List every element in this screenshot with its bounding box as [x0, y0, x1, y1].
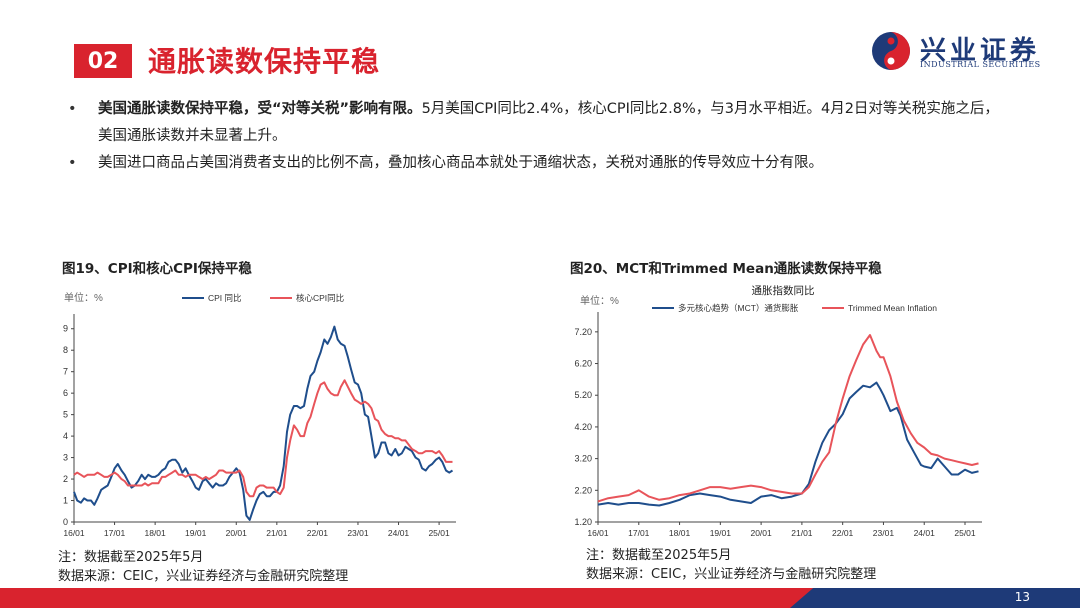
y-tick-label: 1.20: [574, 517, 592, 527]
x-tick-label: 22/01: [307, 528, 329, 538]
y-tick-label: 7: [63, 367, 68, 377]
section-number-badge: 02: [74, 44, 132, 78]
y-tick-label: 5.20: [574, 390, 592, 400]
figure-19-source: 数据来源：CEIC，兴业证券经济与金融研究院整理: [58, 569, 349, 584]
figure-19-title: 图19、CPI和核心CPI保持平稳: [62, 261, 252, 277]
x-tick-label: 19/01: [710, 528, 732, 538]
figure-20-note: 注：数据截至2025年5月 数据来源：CEIC，兴业证券经济与金融研究院整理: [586, 546, 876, 584]
bullet-item: 美国通胀读数保持平稳，受“对等关税”影响有限。5月美国CPI同比2.4%，核心C…: [68, 96, 1008, 150]
figure-19-note-cutoff: 注：数据截至2025年5月: [58, 550, 204, 565]
y-tick-label: 3: [63, 453, 68, 463]
legend-label: 核心CPI同比: [296, 293, 344, 303]
series-line-blue: [597, 381, 979, 507]
y-tick-label: 5: [63, 410, 68, 420]
x-tick-label: 18/01: [144, 528, 166, 538]
figure-20-note-cutoff: 注：数据截至2025年5月: [586, 548, 732, 563]
x-tick-label: 24/01: [388, 528, 410, 538]
x-tick-label: 16/01: [63, 528, 85, 538]
legend-label: 多元核心趋势（MCT）通货膨胀: [678, 303, 799, 313]
x-tick-label: 21/01: [791, 528, 813, 538]
y-tick-label: 4.20: [574, 422, 592, 432]
y-tick-label: 2.20: [574, 485, 592, 495]
y-tick-label: 6.20: [574, 359, 592, 369]
logo-chinese-text: 兴业证券: [920, 36, 1041, 66]
x-tick-label: 24/01: [914, 528, 936, 538]
x-tick-label: 18/01: [669, 528, 691, 538]
bullet-text: 美国进口商品占美国消费者支出的比例不高，叠加核心商品本就处于通缩状态，关税对通胀…: [98, 155, 823, 171]
legend-label: CPI 同比: [208, 293, 242, 303]
y-tick-label: 8: [63, 345, 68, 355]
page-title: 通胀读数保持平稳: [148, 45, 381, 78]
figure-20-source: 数据来源：CEIC，兴业证券经济与金融研究院整理: [586, 567, 877, 582]
page-number: 13: [1014, 590, 1030, 604]
unit-label: 单位：%: [64, 291, 103, 304]
y-tick-label: 6: [63, 388, 68, 398]
logo-english-text: INDUSTRIAL SECURITIES: [920, 60, 1041, 69]
legend-label: Trimmed Mean Inflation: [848, 303, 937, 313]
chart-title: 通胀指数同比: [752, 284, 815, 297]
x-tick-label: 23/01: [347, 528, 369, 538]
x-tick-label: 19/01: [185, 528, 207, 538]
brand-logo: 兴业证券 INDUSTRIAL SECURITIES: [870, 30, 1060, 74]
x-tick-label: 25/01: [428, 528, 450, 538]
summary-bullets: 美国通胀读数保持平稳，受“对等关税”影响有限。5月美国CPI同比2.4%，核心C…: [68, 96, 1008, 177]
bullet-text: 5月美国CPI同比2.4%，核心CPI同比2.8%，与3月水平相近。4月2日对等…: [98, 101, 999, 144]
x-tick-label: 20/01: [750, 528, 772, 538]
bullet-item: 美国进口商品占美国消费者支出的比例不高，叠加核心商品本就处于通缩状态，关税对通胀…: [68, 150, 1008, 177]
y-tick-label: 9: [63, 324, 68, 334]
logo-mark-icon: [872, 32, 910, 70]
x-tick-label: 17/01: [104, 528, 126, 538]
figure-19-note: 注：数据截至2025年5月 数据来源：CEIC，兴业证券经济与金融研究院整理: [58, 548, 348, 586]
y-tick-label: 7.20: [574, 327, 592, 337]
y-tick-label: 1: [63, 496, 68, 506]
footer-accent: [790, 588, 1080, 608]
series-line-blue: [73, 325, 454, 521]
series-line-red: [73, 379, 453, 498]
cpi-line-chart: 0 1 2 3 4 5 6 7 8 9 16/01 17/01 18/01 19/01 20/01 21/01…: [63, 291, 456, 538]
y-tick-label: 3.20: [574, 454, 592, 464]
x-tick-label: 21/01: [266, 528, 288, 538]
x-tick-label: 23/01: [873, 528, 895, 538]
x-tick-label: 22/01: [832, 528, 854, 538]
y-tick-label: 0: [63, 517, 68, 527]
bullet-bold-text: 美国通胀读数保持平稳，受“对等关税”影响有限。: [98, 101, 422, 117]
x-tick-label: 25/01: [954, 528, 976, 538]
y-tick-label: 2: [63, 474, 68, 484]
unit-label: 单位：%: [580, 294, 619, 307]
mct-trimmed-mean-line-chart: 1.20 2.20 3.20 4.20 5.20 6.20 7.20 16/01 17/01 18…: [574, 284, 982, 538]
y-tick-label: 4: [63, 431, 68, 441]
series-line-red: [597, 334, 979, 503]
x-tick-label: 20/01: [226, 528, 248, 538]
x-tick-label: 17/01: [628, 528, 650, 538]
x-tick-label: 16/01: [587, 528, 609, 538]
figure-20-title: 图20、MCT和Trimmed Mean通胀读数保持平稳: [570, 261, 882, 277]
